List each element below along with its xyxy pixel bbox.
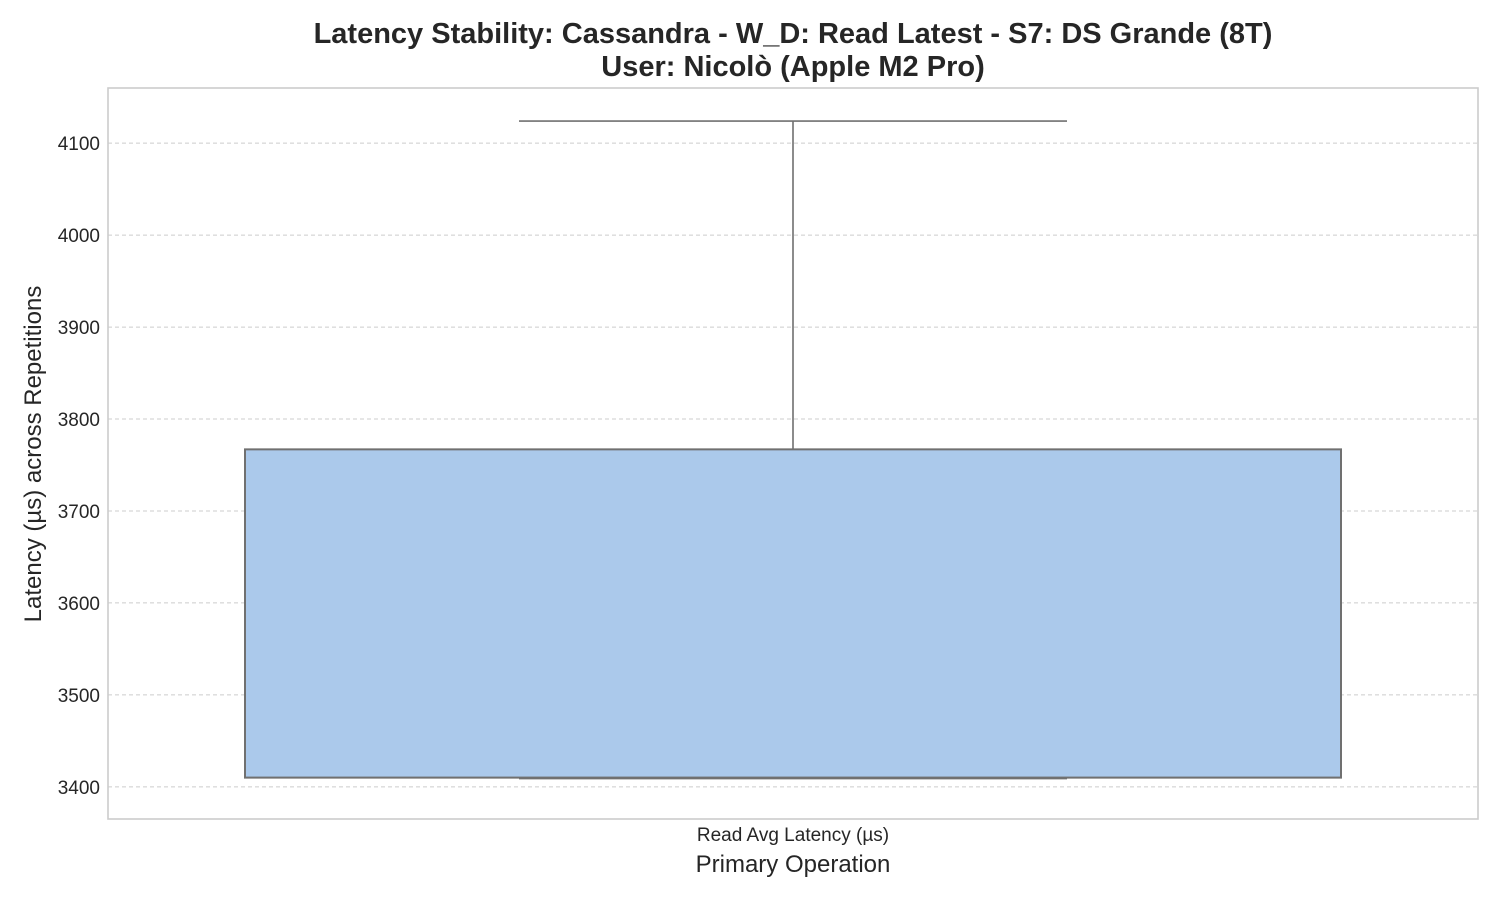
- x-tick-labels: Read Avg Latency (µs): [697, 825, 889, 846]
- y-tick-label-3600: 3600: [58, 594, 100, 615]
- box-plot-marks: [244, 120, 1342, 780]
- chart-title-line1: Latency Stability: Cassandra - W_D: Read…: [314, 18, 1273, 50]
- box-iqr: [244, 448, 1342, 779]
- y-tick-label-4100: 4100: [58, 134, 100, 155]
- y-tick-label-3500: 3500: [58, 686, 100, 707]
- x-tick-label: Read Avg Latency (µs): [697, 825, 889, 846]
- y-tick-label-3400: 3400: [58, 778, 100, 799]
- y-tick-label-3700: 3700: [58, 502, 100, 523]
- y-axis-label: Latency (µs) across Repetitions: [20, 286, 47, 623]
- plot-frame: [107, 87, 1479, 820]
- y-tick-label-3900: 3900: [58, 318, 100, 339]
- chart-title-line2: User: Nicolò (Apple M2 Pro): [601, 51, 985, 83]
- y-tick-label-4000: 4000: [58, 226, 100, 247]
- y-tick-labels: 3400 3500 3600 3700 3800 3900 4000 4100: [58, 134, 100, 799]
- y-tick-label-3800: 3800: [58, 410, 100, 431]
- x-axis-label: Primary Operation: [696, 851, 891, 878]
